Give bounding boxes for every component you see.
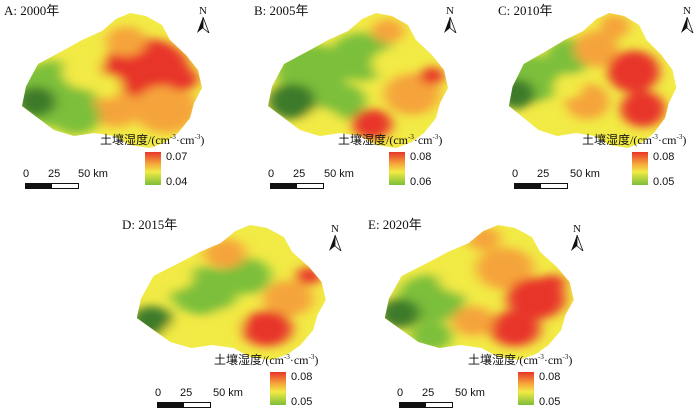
legend-color-ramp [145, 152, 161, 185]
scale-tick-50: 50 km [78, 168, 108, 180]
legend-min: 0.05 [653, 176, 675, 188]
moisture-zone [372, 19, 404, 43]
moisture-zone [420, 67, 444, 85]
moisture-zone [620, 91, 666, 127]
legend-min: 0.04 [166, 176, 188, 188]
scale-tick-0: 0 [512, 168, 519, 180]
soil-moisture-map [136, 225, 326, 360]
moisture-zone [151, 261, 194, 291]
panel-title: A: 2000年 [4, 3, 60, 18]
legend-title: 土壤湿度/(cm-3·cm-3) [468, 353, 573, 367]
panel-title: E: 2020年 [368, 217, 422, 232]
moisture-zone [134, 85, 198, 133]
legend-min: 0.06 [410, 176, 432, 188]
moisture-zone [162, 321, 204, 351]
legend-color-ramp [632, 152, 648, 185]
moisture-zone [208, 309, 242, 333]
scale-tick-0: 0 [268, 168, 275, 180]
panel-title: C: 2010年 [498, 3, 553, 18]
scale-tick-25: 25 [422, 387, 435, 399]
legend-max: 0.07 [166, 151, 188, 163]
legend-min: 0.05 [539, 396, 561, 408]
soil-moisture-map [268, 13, 448, 148]
moisture-zone [531, 101, 569, 132]
moisture-zone [302, 109, 342, 139]
legend-title: 土壤湿度/(cm-3·cm-3) [338, 133, 443, 147]
panel-2005: B: 2005年 N 土壤湿度/(cm-3·cm-3) 0.08 0.06 0 … [250, 0, 483, 200]
moisture-zone [166, 67, 198, 91]
moisture-zone [352, 109, 392, 139]
moisture-zone [241, 310, 293, 347]
scale-tick-50: 50 km [455, 387, 485, 399]
legend-color-ramp [389, 152, 405, 185]
scale-tick-25: 25 [293, 168, 306, 180]
moisture-zone [600, 14, 630, 39]
moisture-zone [540, 274, 566, 293]
moisture-zone [437, 258, 488, 294]
moisture-zone [489, 310, 541, 347]
scale-tick-0: 0 [23, 168, 30, 180]
scale-bar [270, 183, 324, 189]
soil-moisture-map [22, 13, 202, 148]
moisture-zone [106, 26, 146, 57]
moisture-zone [268, 83, 316, 120]
moisture-zone [90, 74, 122, 99]
panel-title: D: 2015年 [122, 217, 178, 232]
scale-bar [514, 183, 568, 189]
moisture-zone [204, 238, 246, 269]
moisture-zone [372, 49, 412, 79]
legend-max: 0.08 [539, 371, 561, 383]
moisture-zone [384, 298, 421, 329]
scale-tick-25: 25 [180, 387, 193, 399]
scale-tick-0: 0 [155, 387, 162, 399]
soil-moisture-map [508, 13, 677, 148]
moisture-zone [466, 226, 501, 251]
legend-max: 0.08 [653, 151, 675, 163]
moisture-zone [262, 280, 314, 317]
scale-bar [157, 402, 211, 408]
legend-color-ramp [270, 372, 286, 405]
moisture-zone [475, 247, 534, 290]
moisture-zone [410, 321, 452, 351]
north-arrow-icon: N [570, 224, 584, 253]
panel-title: B: 2005年 [254, 3, 309, 18]
moisture-zone [573, 31, 619, 67]
moisture-zone [553, 74, 584, 99]
north-arrow-icon: N [328, 224, 342, 253]
scale-bar [399, 402, 453, 408]
legend-max: 0.08 [410, 151, 432, 163]
legend-title: 土壤湿度/(cm-3·cm-3) [582, 133, 687, 147]
legend-title: 土壤湿度/(cm-3·cm-3) [100, 133, 205, 147]
scale-tick-50: 50 km [213, 387, 243, 399]
moisture-zone [296, 267, 322, 285]
scale-tick-25: 25 [537, 168, 550, 180]
panel-2015: D: 2015年 N 土壤湿度/(cm-3·cm-3) 0.08 0.05 0 … [118, 212, 351, 412]
moisture-zone [92, 91, 140, 127]
panel-2020: E: 2020年 N 土壤湿度/(cm-3·cm-3) 0.08 0.05 0 … [364, 212, 597, 412]
moisture-zone [452, 306, 494, 336]
scale-bar [25, 183, 79, 189]
legend-max: 0.08 [291, 371, 313, 383]
north-arrow-icon: N [443, 6, 457, 35]
scale-tick-25: 25 [48, 168, 61, 180]
moisture-zone [607, 50, 660, 93]
panel-2000: A: 2000年 N 土壤湿度/(cm-3·cm-3) 0.07 0.04 0 … [0, 0, 233, 200]
moisture-zone [22, 86, 56, 117]
scale-tick-50: 50 km [570, 168, 600, 180]
legend-title: 土壤湿度/(cm-3·cm-3) [214, 353, 319, 367]
legend-min: 0.05 [291, 396, 313, 408]
panel-2010: C: 2010年 N 土壤湿度/(cm-3·cm-3) 0.08 0.05 0 … [494, 0, 700, 200]
soil-moisture-map [384, 225, 574, 360]
north-arrow-icon: N [680, 6, 694, 35]
scale-tick-0: 0 [397, 387, 404, 399]
moisture-zone [52, 98, 100, 135]
north-arrow-icon: N [196, 6, 210, 35]
moisture-zone [508, 79, 535, 109]
scale-tick-50: 50 km [324, 168, 354, 180]
legend-color-ramp [518, 372, 534, 405]
